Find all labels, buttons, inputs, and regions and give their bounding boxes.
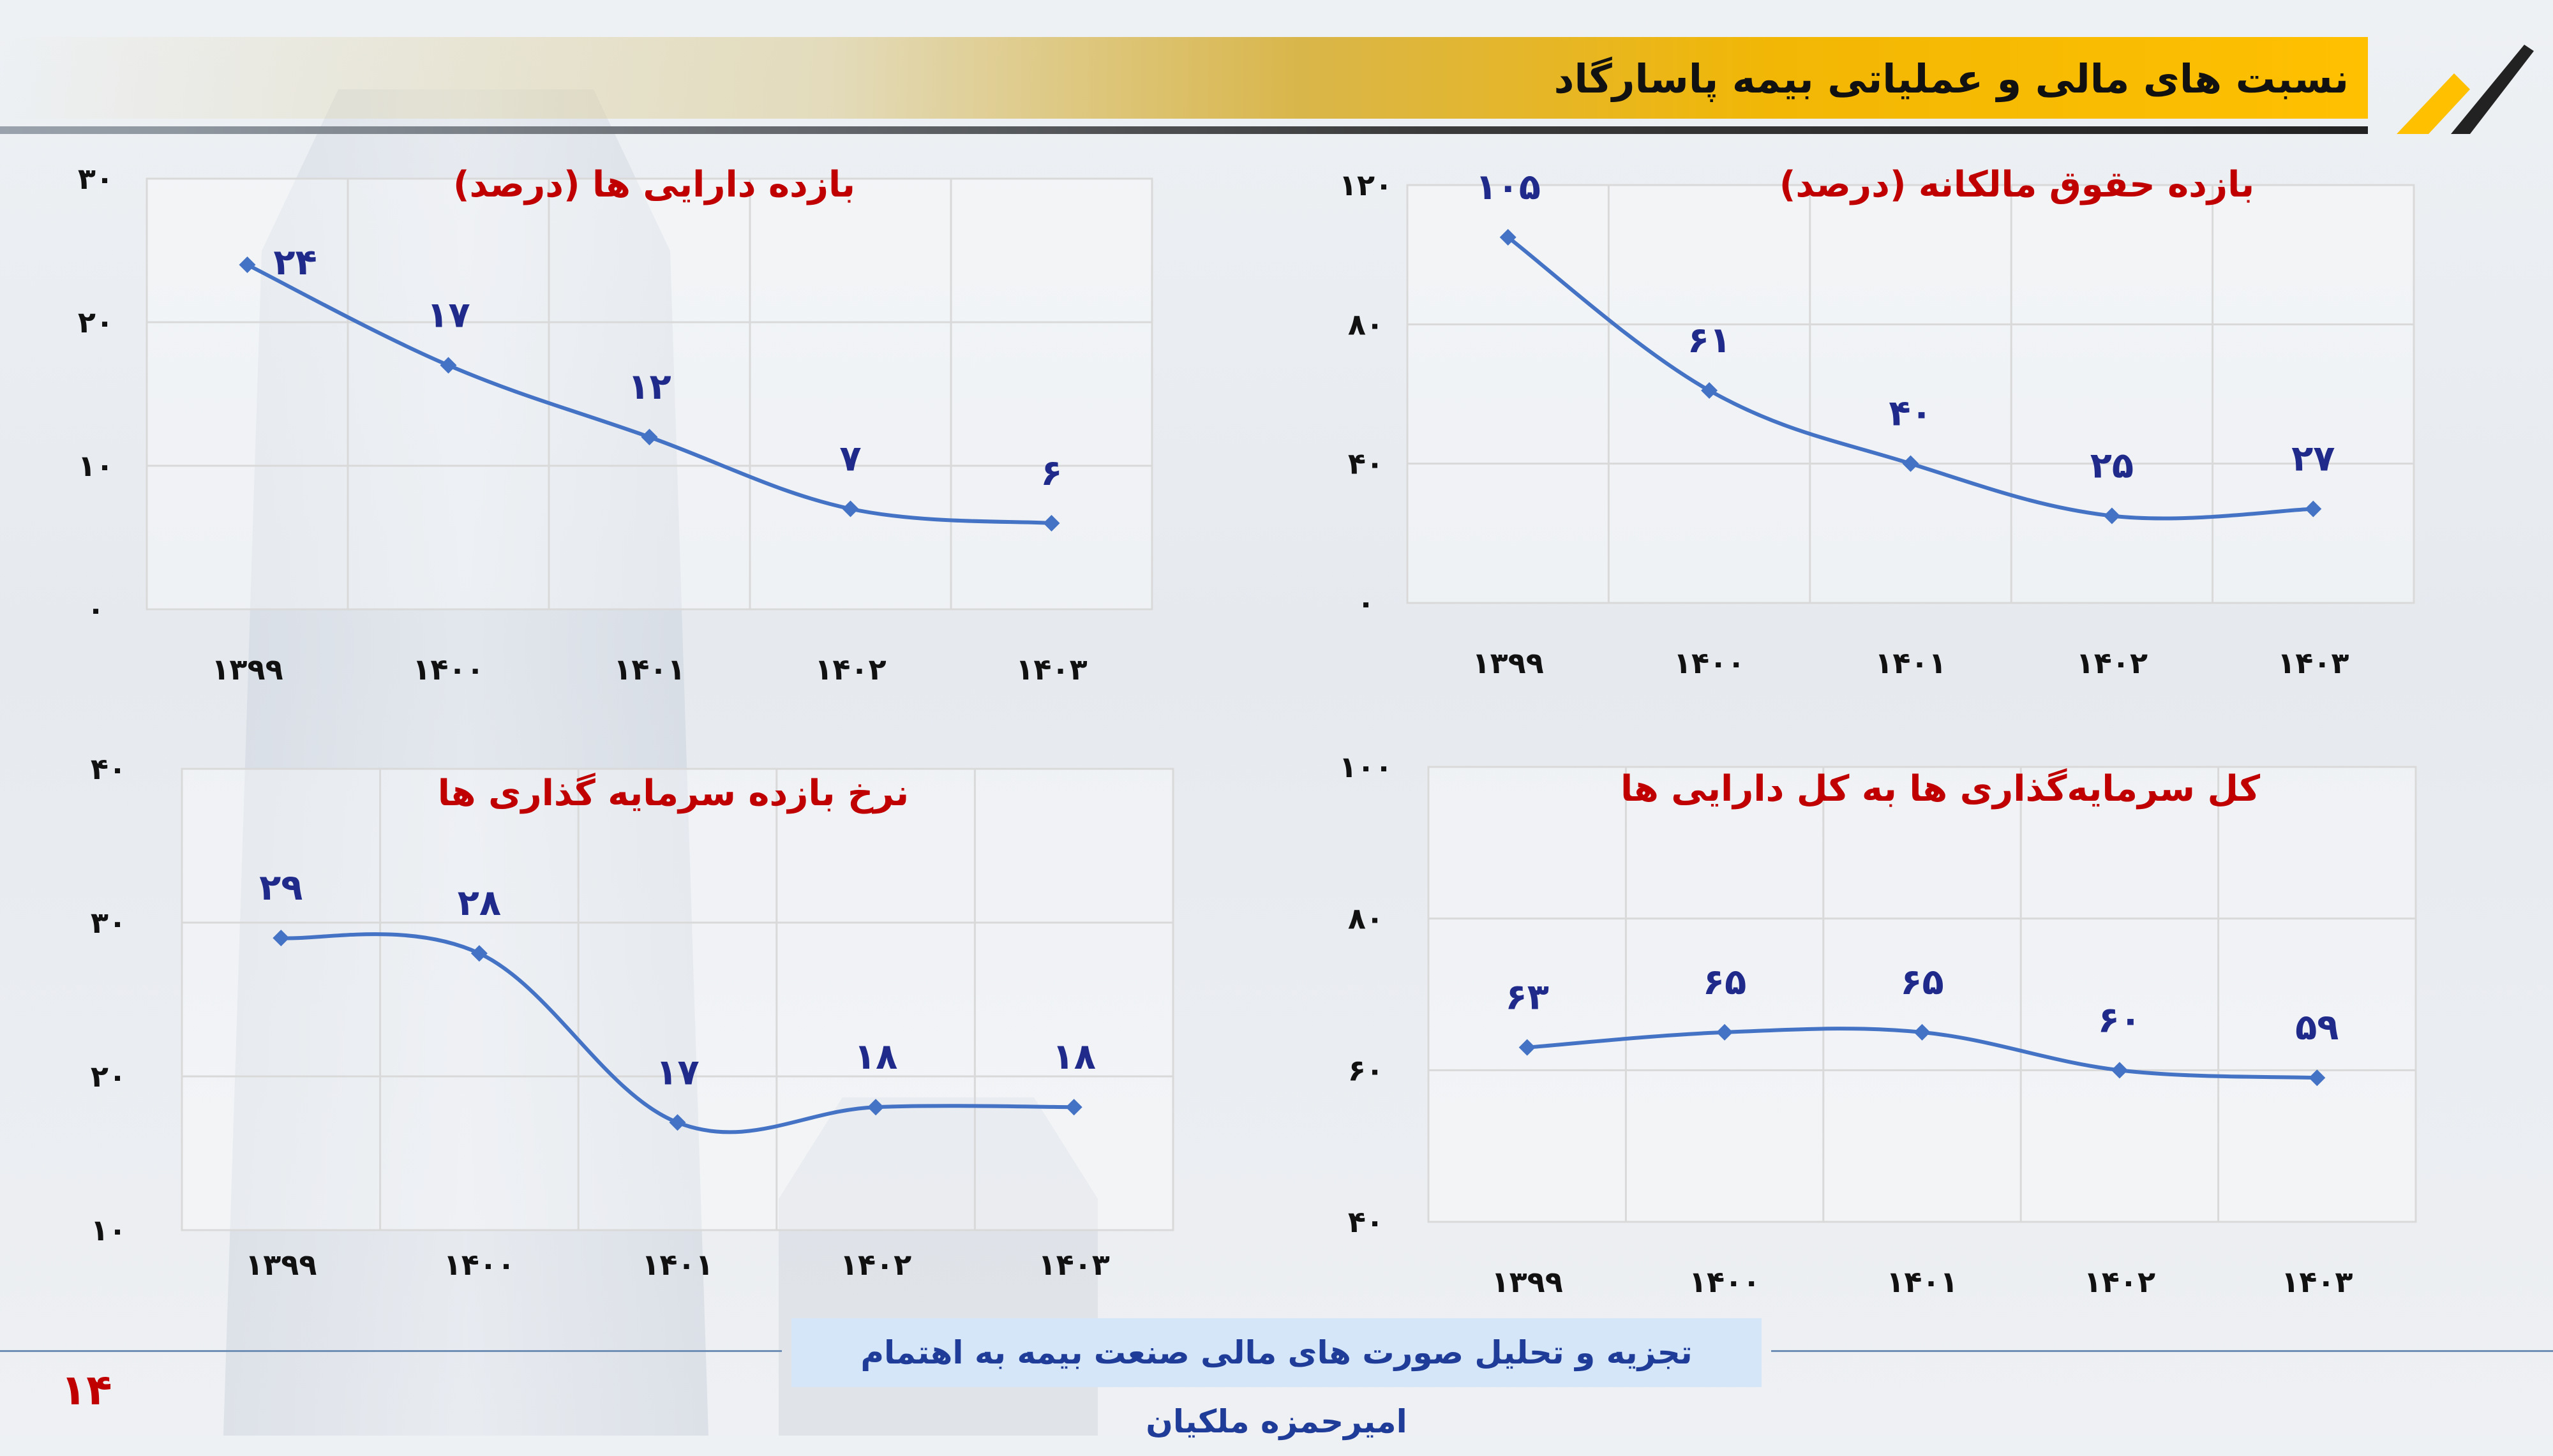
chart-2: ۰ ۴۰ ۸۰ ۱۲۰ ۱۳۹۹ ۱۴۰۰ ۱۴۰۱ ۱۴۰۲ ۱۴۰۳ ۱۰۵ ۶۱ ۴۰ ۲۵ ۲۷ ب…	[1339, 164, 2415, 680]
data-point	[669, 1114, 686, 1131]
x-tick-label: ۱۴۰۲	[2084, 1265, 2155, 1299]
data-point	[1065, 1099, 1082, 1116]
x-tick-label: ۱۴۰۱	[613, 652, 685, 687]
data-point	[2309, 1069, 2326, 1087]
data-point	[1902, 455, 1919, 472]
x-tick-label: ۱۴۰۰	[412, 652, 484, 687]
data-label: ۲۴	[273, 242, 317, 283]
page-number: ۱۴	[61, 1365, 112, 1415]
data-label: ۱۸	[854, 1036, 897, 1078]
x-tick-label: ۱۳۹۹	[1492, 1265, 1563, 1299]
background-tower-image	[223, 89, 708, 1436]
plot-area	[1406, 184, 2415, 604]
x-tick-label: ۱۴۰۰	[1673, 646, 1745, 680]
data-point	[239, 256, 256, 273]
y-tick-label: ۱۰۰	[1339, 750, 1393, 784]
data-label: ۱۸	[1052, 1036, 1096, 1078]
data-point	[440, 357, 457, 374]
x-tick-label: ۱۴۰۲	[2076, 646, 2148, 680]
data-label: ۲۹	[259, 867, 303, 909]
data-point	[641, 429, 658, 445]
chart-title: نرخ بازده سرمایه گذاری ها	[438, 773, 909, 814]
page-title: نسبت های مالی و عملیاتی بیمه پاسارگاد	[1554, 56, 2349, 102]
footer-line-left	[0, 1350, 782, 1352]
data-point	[1716, 1023, 1733, 1041]
title-underline	[0, 126, 2368, 134]
y-tick-label: ۶۰	[1348, 1053, 1384, 1087]
chart-title: بازده دارایی ها (درصد)	[453, 164, 855, 205]
y-tick-label: ۸۰	[1348, 902, 1384, 936]
plot-area	[181, 768, 1174, 1231]
y-tick-label: ۱۲۰	[1339, 168, 1393, 202]
data-label: ۶۵	[1900, 962, 1943, 1003]
x-tick-label: ۱۴۰۰	[444, 1247, 515, 1282]
x-tick-label: ۱۴۰۳	[2277, 646, 2349, 680]
y-tick-label: ۲۰	[78, 305, 114, 339]
data-label: ۲۵	[2090, 445, 2134, 487]
x-tick-label: ۱۴۰۱	[1875, 646, 1946, 680]
data-point	[1701, 382, 1718, 399]
y-tick-label: ۰	[1357, 586, 1375, 620]
chart-title: بازده حقوق مالکانه (درصد)	[1779, 164, 2254, 205]
data-label: ۱۷	[655, 1051, 699, 1093]
y-tick-label: ۴۰	[1348, 447, 1384, 481]
x-tick-label: ۱۴۰۳	[1038, 1247, 1110, 1282]
x-tick-label: ۱۴۰۲	[840, 1247, 911, 1282]
data-point	[1043, 515, 1060, 531]
data-label: ۲۷	[2291, 438, 2335, 480]
y-tick-label: ۳۰	[78, 161, 114, 196]
footer-caption: تجزیه و تحلیل صورت های مالی صنعت بیمه به…	[791, 1318, 1762, 1440]
y-tick-label: ۸۰	[1348, 307, 1384, 341]
data-label: ۴۰	[1889, 393, 1932, 435]
y-tick-label: ۰	[87, 592, 105, 627]
x-tick-label: ۱۴۰۳	[1015, 652, 1087, 687]
data-point	[470, 945, 488, 962]
chart-3: ۱۰ ۲۰ ۳۰ ۴۰ ۱۳۹۹ ۱۴۰۰ ۱۴۰۱ ۱۴۰۲ ۱۴۰۳ ۲۹ ۲۸ ۱۷ ۱۸ ۱۸ نر…	[91, 752, 1174, 1282]
data-point	[2305, 500, 2322, 517]
x-tick-label: ۱۳۹۹	[245, 1247, 317, 1282]
y-tick-label: ۴۰	[91, 752, 126, 786]
x-tick-label: ۱۴۰۱	[641, 1247, 713, 1282]
data-point	[1499, 228, 1516, 246]
data-label: ۲۸	[458, 882, 501, 924]
data-label: ۱۷	[426, 295, 470, 336]
plot-area	[146, 177, 1153, 611]
x-tick-label: ۱۴۰۰	[1689, 1265, 1760, 1299]
data-label: ۶۳	[1506, 977, 1549, 1018]
data-point	[2103, 507, 2120, 524]
x-tick-label: ۱۴۰۲	[814, 652, 886, 687]
footer-line-right	[1771, 1350, 2553, 1352]
x-tick-label: ۱۳۹۹	[1472, 646, 1544, 680]
chart-1: ۰ ۱۰ ۲۰ ۳۰ ۱۳۹۹ ۱۴۰۰ ۱۴۰۱ ۱۴۰۲ ۱۴۰۳ ۲۴ ۱۷ ۱۲ ۷ ۶ بازده…	[78, 161, 1153, 687]
data-point	[842, 500, 859, 517]
data-label: ۱۰۵	[1475, 167, 1541, 208]
data-label: ۶۵	[1703, 962, 1746, 1003]
data-label: ۷	[839, 438, 861, 480]
title-bar	[0, 37, 2368, 119]
chart-title: کل سرمایه‌گذاری ها به کل دارایی ها	[1621, 768, 2261, 810]
data-label: ۵۹	[2295, 1007, 2339, 1048]
data-label: ۶	[1040, 452, 1062, 494]
x-tick-label: ۱۴۰۱	[1886, 1265, 1958, 1299]
y-tick-label: ۱۰	[91, 1213, 126, 1247]
chart-4: ۴۰ ۶۰ ۸۰ ۱۰۰ ۱۳۹۹ ۱۴۰۰ ۱۴۰۱ ۱۴۰۲ ۱۴۰۳ ۶۳ ۶۵ ۶۵ ۶۰ ۵۹ ک…	[1339, 750, 2417, 1299]
data-point	[273, 930, 290, 947]
data-point	[1913, 1023, 1931, 1041]
data-label: ۶۱	[1688, 320, 1731, 361]
data-label: ۶۰	[2098, 999, 2141, 1041]
x-tick-label: ۱۳۹۹	[211, 652, 283, 687]
y-tick-label: ۲۰	[91, 1059, 126, 1094]
data-point	[867, 1099, 885, 1116]
data-point	[1518, 1039, 1536, 1056]
y-tick-label: ۱۰	[78, 449, 114, 483]
data-label: ۱۲	[627, 366, 671, 408]
y-tick-label: ۳۰	[91, 905, 126, 940]
x-tick-label: ۱۴۰۳	[2281, 1265, 2353, 1299]
data-point	[2111, 1062, 2128, 1079]
y-tick-label: ۴۰	[1348, 1205, 1384, 1239]
logo-icon	[2397, 45, 2534, 134]
plot-area	[1427, 766, 2417, 1223]
